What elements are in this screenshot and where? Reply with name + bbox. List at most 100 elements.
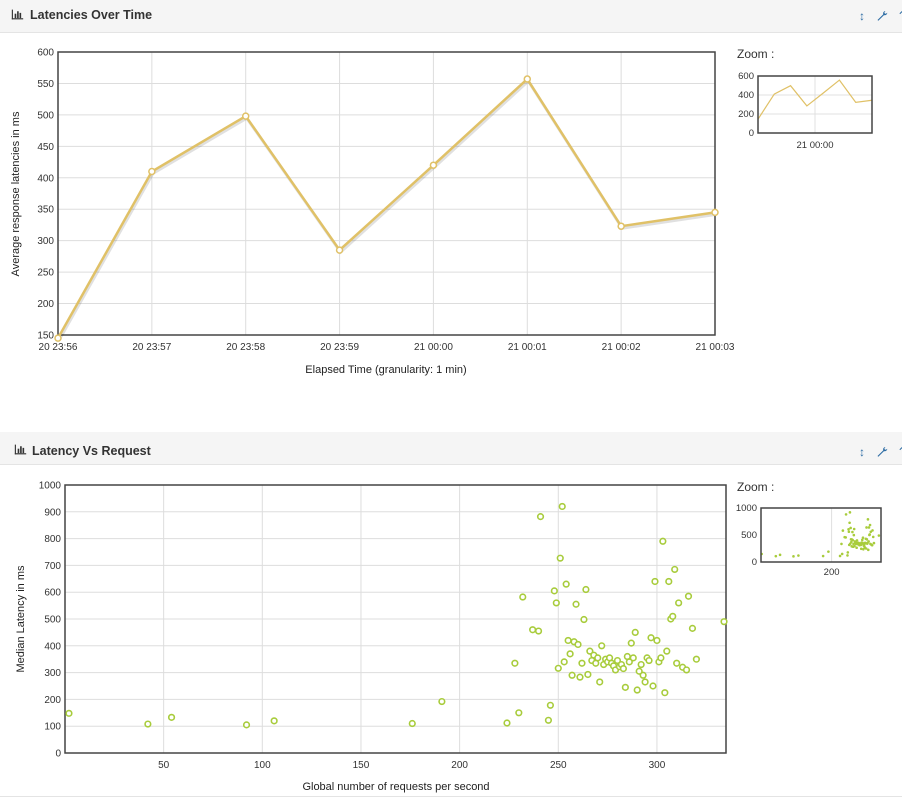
x-tick-label: 20 23:58 xyxy=(226,342,265,353)
scatter-point xyxy=(566,650,574,658)
panel-title: Latencies Over Time xyxy=(30,8,153,22)
panel-title: Latency Vs Request xyxy=(32,444,151,458)
scatter-point xyxy=(659,537,667,545)
scatter-point xyxy=(598,642,606,650)
zoom-scatter-point xyxy=(866,548,870,552)
scatter-point xyxy=(560,658,568,666)
scatter-point xyxy=(682,666,691,674)
zoom-scatter-point xyxy=(840,552,844,556)
zoom-scatter-point xyxy=(850,540,853,544)
scatter-point xyxy=(572,600,580,608)
zoom-scatter-point xyxy=(867,540,870,543)
y-tick-label: 500 xyxy=(37,110,54,121)
x-axis-title: Global number of requests per second xyxy=(302,781,489,793)
scatter-point xyxy=(594,654,602,662)
scatter-point xyxy=(408,719,416,728)
y-tick-label: 100 xyxy=(44,722,61,733)
scatter-point xyxy=(625,658,633,666)
zoom-scatter-point xyxy=(865,526,868,529)
panel-header: Latencies Over Time ↕ ⌃ xyxy=(0,0,902,33)
collapse-icon[interactable]: ⌃ xyxy=(895,445,902,459)
x-tick-label: 21 00:00 xyxy=(414,342,453,353)
data-point xyxy=(148,167,156,176)
zoom-scatter-point xyxy=(847,528,850,531)
y-axis-title: Median Latency in ms xyxy=(15,565,27,672)
y-tick-label: 150 xyxy=(37,331,54,342)
resize-vertical-icon[interactable]: ↕ xyxy=(859,9,865,23)
scatter-point xyxy=(564,636,572,645)
scatter-point xyxy=(613,656,622,665)
scatter-point xyxy=(675,599,683,607)
collapse-icon[interactable]: ⌃ xyxy=(895,9,902,23)
y-tick-label: 600 xyxy=(37,48,54,59)
wrench-icon[interactable] xyxy=(876,446,888,458)
zoom-scatter-point xyxy=(865,538,869,541)
zoom-scatter-point xyxy=(778,553,782,557)
scatter-point xyxy=(65,709,73,717)
latency-line-chart: 150 200 250 300 350 400 450 500 550 600 20 23:56 20… xyxy=(10,48,735,377)
y-axis-title: Average response latencies in ms xyxy=(10,111,22,276)
x-tick-label: 20 23:59 xyxy=(320,342,359,353)
scatter-point xyxy=(653,636,661,645)
zoom-y-tick-label: 1000 xyxy=(736,503,757,514)
scatter-point xyxy=(649,682,657,690)
data-point xyxy=(429,161,438,169)
zoom-scatter-point xyxy=(846,551,850,554)
zoom-scatter-point xyxy=(852,533,856,537)
scatter-point xyxy=(641,678,649,686)
x-tick-label: 21 00:02 xyxy=(602,342,641,353)
scatter-point xyxy=(515,709,523,717)
zoom-scatter-point xyxy=(847,530,851,534)
panel-divider xyxy=(0,796,902,797)
zoom-scatter-point xyxy=(866,518,870,521)
zoom-scatter-point xyxy=(849,526,852,530)
y-tick-label: 300 xyxy=(44,668,61,679)
scatter-point xyxy=(633,686,641,694)
scatter-point xyxy=(635,667,643,675)
scatter-point xyxy=(688,624,697,632)
zoom-scatter-point xyxy=(846,554,849,557)
y-tick-label: 250 xyxy=(37,268,54,279)
scatter-point xyxy=(568,671,576,679)
zoom-scatter-point xyxy=(859,547,863,551)
zoom-scatter-point xyxy=(841,529,845,532)
scatter-point xyxy=(663,647,671,655)
wrench-icon[interactable] xyxy=(876,10,888,22)
scatter-point xyxy=(637,660,645,669)
plot-frame xyxy=(57,51,716,336)
y-tick-label: 450 xyxy=(37,142,54,153)
panel-header: Latency Vs Request ↕ ⌃ xyxy=(0,432,902,465)
zoom-scatter-point xyxy=(869,530,873,534)
zoom-scatter-point xyxy=(867,526,871,529)
series-line-shadow xyxy=(57,78,717,341)
zoom-label: Zoom : xyxy=(737,47,775,61)
zoom-scatter-point xyxy=(838,554,842,558)
zoom-scatter-point xyxy=(851,538,855,542)
scatter-point xyxy=(580,615,588,624)
scatter-point xyxy=(550,587,558,595)
data-point xyxy=(54,334,62,342)
scatter-point xyxy=(657,654,665,662)
latencies-over-time-panel: Latencies Over Time ↕ ⌃ 150 200 250 300 350 4… xyxy=(0,0,902,400)
zoom-scatter-point xyxy=(797,554,800,557)
latency-zoom-chart[interactable]: 0 200 400 600 21 00:00 xyxy=(730,60,902,160)
y-tick-label: 500 xyxy=(44,615,61,626)
scatter-point xyxy=(671,565,679,574)
scatter-zoom-chart[interactable]: 0 500 1000 200 xyxy=(730,492,902,582)
zoom-y-tick-label: 600 xyxy=(738,71,754,82)
data-point xyxy=(711,208,719,217)
resize-vertical-icon[interactable]: ↕ xyxy=(859,445,865,459)
y-tick-label: 200 xyxy=(44,695,61,706)
x-tick-label: 150 xyxy=(353,760,370,771)
zoom-y-tick-label: 400 xyxy=(738,90,754,101)
y-tick-label: 350 xyxy=(37,205,54,216)
scatter-point xyxy=(438,697,446,706)
zoom-x-tick-label: 200 xyxy=(824,567,840,578)
scatter-point xyxy=(576,673,584,681)
zoom-scatter-point xyxy=(792,555,795,558)
zoom-scatter-point xyxy=(860,538,864,542)
scatter-point xyxy=(536,513,545,521)
zoom-scatter-point xyxy=(868,523,872,527)
zoom-scatter-point xyxy=(774,554,778,558)
zoom-y-tick-label: 0 xyxy=(749,128,754,139)
